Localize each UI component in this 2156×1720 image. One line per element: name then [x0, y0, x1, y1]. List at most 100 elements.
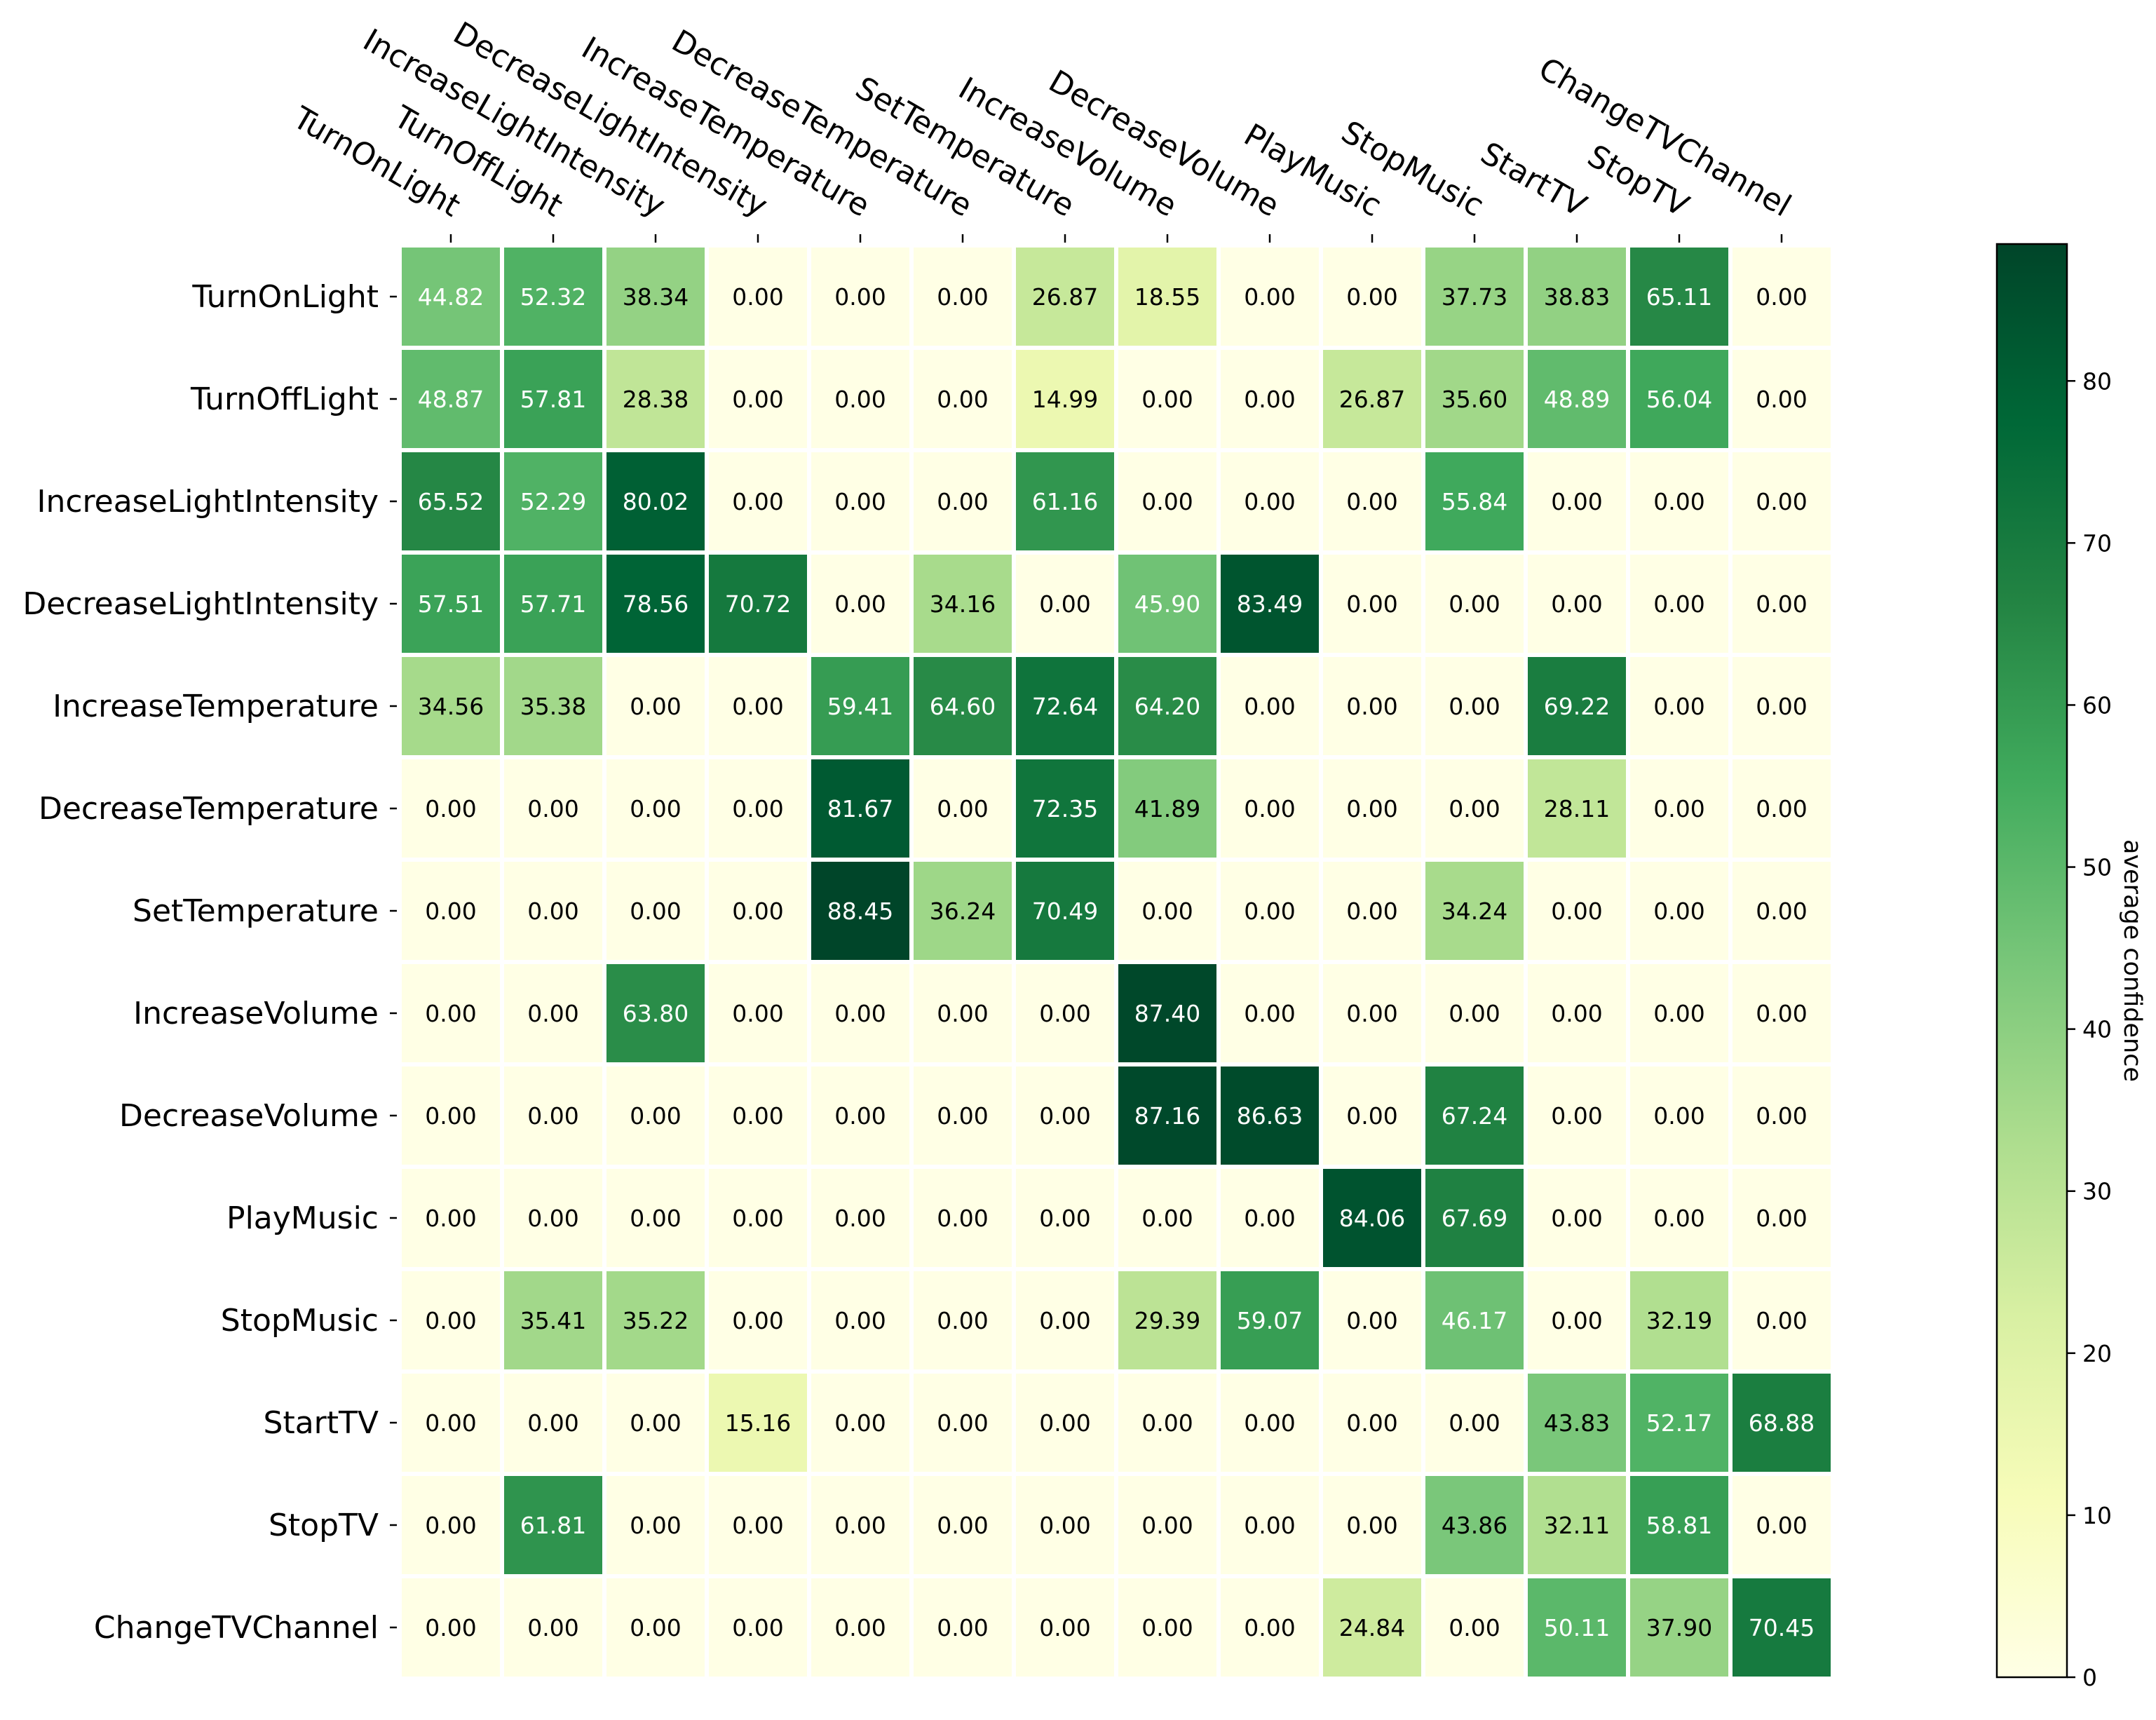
cell-value-label: 0.00 [1244, 693, 1295, 720]
colorbar-tick-label: 10 [2082, 1502, 2112, 1529]
cell-value-label: 0.00 [630, 1205, 681, 1232]
cell-value-label: 0.00 [732, 488, 783, 515]
cell-value-label: 0.00 [937, 1307, 988, 1334]
heatmap-cell [1728, 1369, 1835, 1476]
heatmap-cell [807, 1267, 914, 1374]
cell-value-label: 0.00 [1244, 386, 1295, 413]
cell-value-label: 0.00 [1039, 590, 1090, 618]
cell-value-label: 0.00 [527, 898, 578, 925]
cell-value-label: 34.16 [930, 590, 996, 618]
heatmap-cell [1012, 1574, 1118, 1681]
row-labels: TurnOnLight TurnOffLight IncreaseLightInte… [22, 279, 397, 1646]
cell-value-label: 57.81 [520, 386, 586, 413]
cell-value-label: 0.00 [937, 1102, 988, 1130]
cell-value-label: 0.00 [937, 1614, 988, 1641]
column-labels: TurnOnLightTurnOffLightIncreaseLightInte… [287, 15, 1797, 243]
cell-value-label: 0.00 [834, 283, 886, 311]
cell-value-label: 0.00 [732, 1614, 783, 1641]
cell-value-label: 26.87 [1032, 283, 1098, 311]
cell-value-label: 0.00 [1039, 1205, 1090, 1232]
cell-value-label: 0.00 [527, 1000, 578, 1027]
cell-value-label: 0.00 [1551, 1000, 1602, 1027]
heatmap-cell [1728, 1472, 1835, 1578]
cell-value-label: 0.00 [1039, 1102, 1090, 1130]
heatmap-cell [1216, 550, 1323, 657]
colorbar-tick-label: 30 [2082, 1178, 2112, 1205]
heatmap-cell [1421, 755, 1528, 862]
cell-value-label: 0.00 [1653, 1000, 1704, 1027]
heatmap-cell [1421, 1472, 1528, 1578]
heatmap-cell [1319, 653, 1425, 759]
cell-value-label: 0.00 [732, 898, 783, 925]
cell-value-label: 59.41 [827, 693, 893, 720]
heatmap-cell [1114, 346, 1221, 452]
row-label-stop-music: StopMusic [221, 1303, 379, 1339]
row-label-start-tv: StartTV [264, 1405, 379, 1441]
cell-value-label: 0.00 [1653, 1102, 1704, 1130]
heatmap-cell [705, 858, 811, 964]
cell-value-label: 37.90 [1646, 1614, 1712, 1641]
cell-value-label: 0.00 [732, 386, 783, 413]
cell-value-label: 0.00 [1346, 283, 1397, 311]
cell-value-label: 41.89 [1134, 795, 1200, 822]
heatmap-cell [1012, 1369, 1118, 1476]
cell-value-label: 0.00 [732, 693, 783, 720]
cell-value-label: 0.00 [425, 1512, 476, 1539]
cell-value-label: 0.00 [937, 488, 988, 515]
cell-value-label: 0.00 [630, 1614, 681, 1641]
heatmap-cell [807, 346, 914, 452]
cell-value-label: 0.00 [1551, 1307, 1602, 1334]
cell-value-label: 44.82 [418, 283, 484, 311]
cell-value-label: 64.60 [930, 693, 996, 720]
cell-value-label: 63.80 [623, 1000, 689, 1027]
cell-value-label: 0.00 [1449, 1409, 1500, 1437]
cell-value-label: 0.00 [834, 1409, 886, 1437]
cell-value-label: 0.00 [1244, 898, 1295, 925]
cell-value-label: 0.00 [1346, 693, 1397, 720]
cell-value-label: 0.00 [1756, 693, 1807, 720]
cell-value-label: 0.00 [937, 386, 988, 413]
cell-value-label: 0.00 [1141, 1409, 1193, 1437]
colorbar-gradient [1995, 243, 2068, 1679]
heatmap-cell [909, 1369, 1016, 1476]
cell-value-label: 81.67 [827, 795, 893, 822]
heatmap-cell [705, 550, 811, 657]
cell-value-label: 48.87 [418, 386, 484, 413]
heatmap-cell [398, 960, 504, 1066]
heatmap-cell [1626, 858, 1733, 964]
heatmap-cell [500, 755, 606, 862]
cell-value-label: 0.00 [1653, 488, 1704, 515]
row-label-turn-on-light: TurnOnLight [191, 279, 379, 315]
heatmap-cell [602, 448, 709, 555]
cell-value-label: 67.69 [1442, 1205, 1507, 1232]
heatmap-cell [1728, 1574, 1835, 1681]
cell-value-label: 61.81 [520, 1512, 586, 1539]
row-label-increase-volume: IncreaseVolume [133, 996, 379, 1031]
heatmap-cell [807, 960, 914, 1066]
heatmap-cell [807, 653, 914, 759]
cell-value-label: 0.00 [834, 386, 886, 413]
cell-value-label: 56.04 [1646, 386, 1712, 413]
heatmap-cell [1114, 653, 1221, 759]
cell-value-label: 24.84 [1339, 1614, 1405, 1641]
cell-value-label: 0.00 [1756, 795, 1807, 822]
heatmap-cell [705, 755, 811, 862]
cell-value-label: 0.00 [1449, 1000, 1500, 1027]
cell-value-label: 83.49 [1237, 590, 1303, 618]
cell-value-label: 0.00 [1141, 386, 1193, 413]
heatmap-cell [398, 858, 504, 964]
heatmap-cell [1216, 1267, 1323, 1374]
cell-value-label: 0.00 [1244, 1512, 1295, 1539]
cell-value-label: 57.51 [418, 590, 484, 618]
heatmap-cell [909, 346, 1016, 452]
heatmap-cell [1728, 653, 1835, 759]
cell-value-label: 0.00 [1653, 898, 1704, 925]
cell-value-label: 0.00 [630, 795, 681, 822]
heatmap-cell [500, 346, 606, 452]
cell-value-label: 36.24 [930, 898, 996, 925]
cell-value-label: 0.00 [425, 1307, 476, 1334]
cell-value-label: 0.00 [834, 1000, 886, 1027]
cell-value-label: 50.11 [1544, 1614, 1610, 1641]
cell-value-label: 0.00 [1756, 1512, 1807, 1539]
cell-value-label: 0.00 [425, 1000, 476, 1027]
